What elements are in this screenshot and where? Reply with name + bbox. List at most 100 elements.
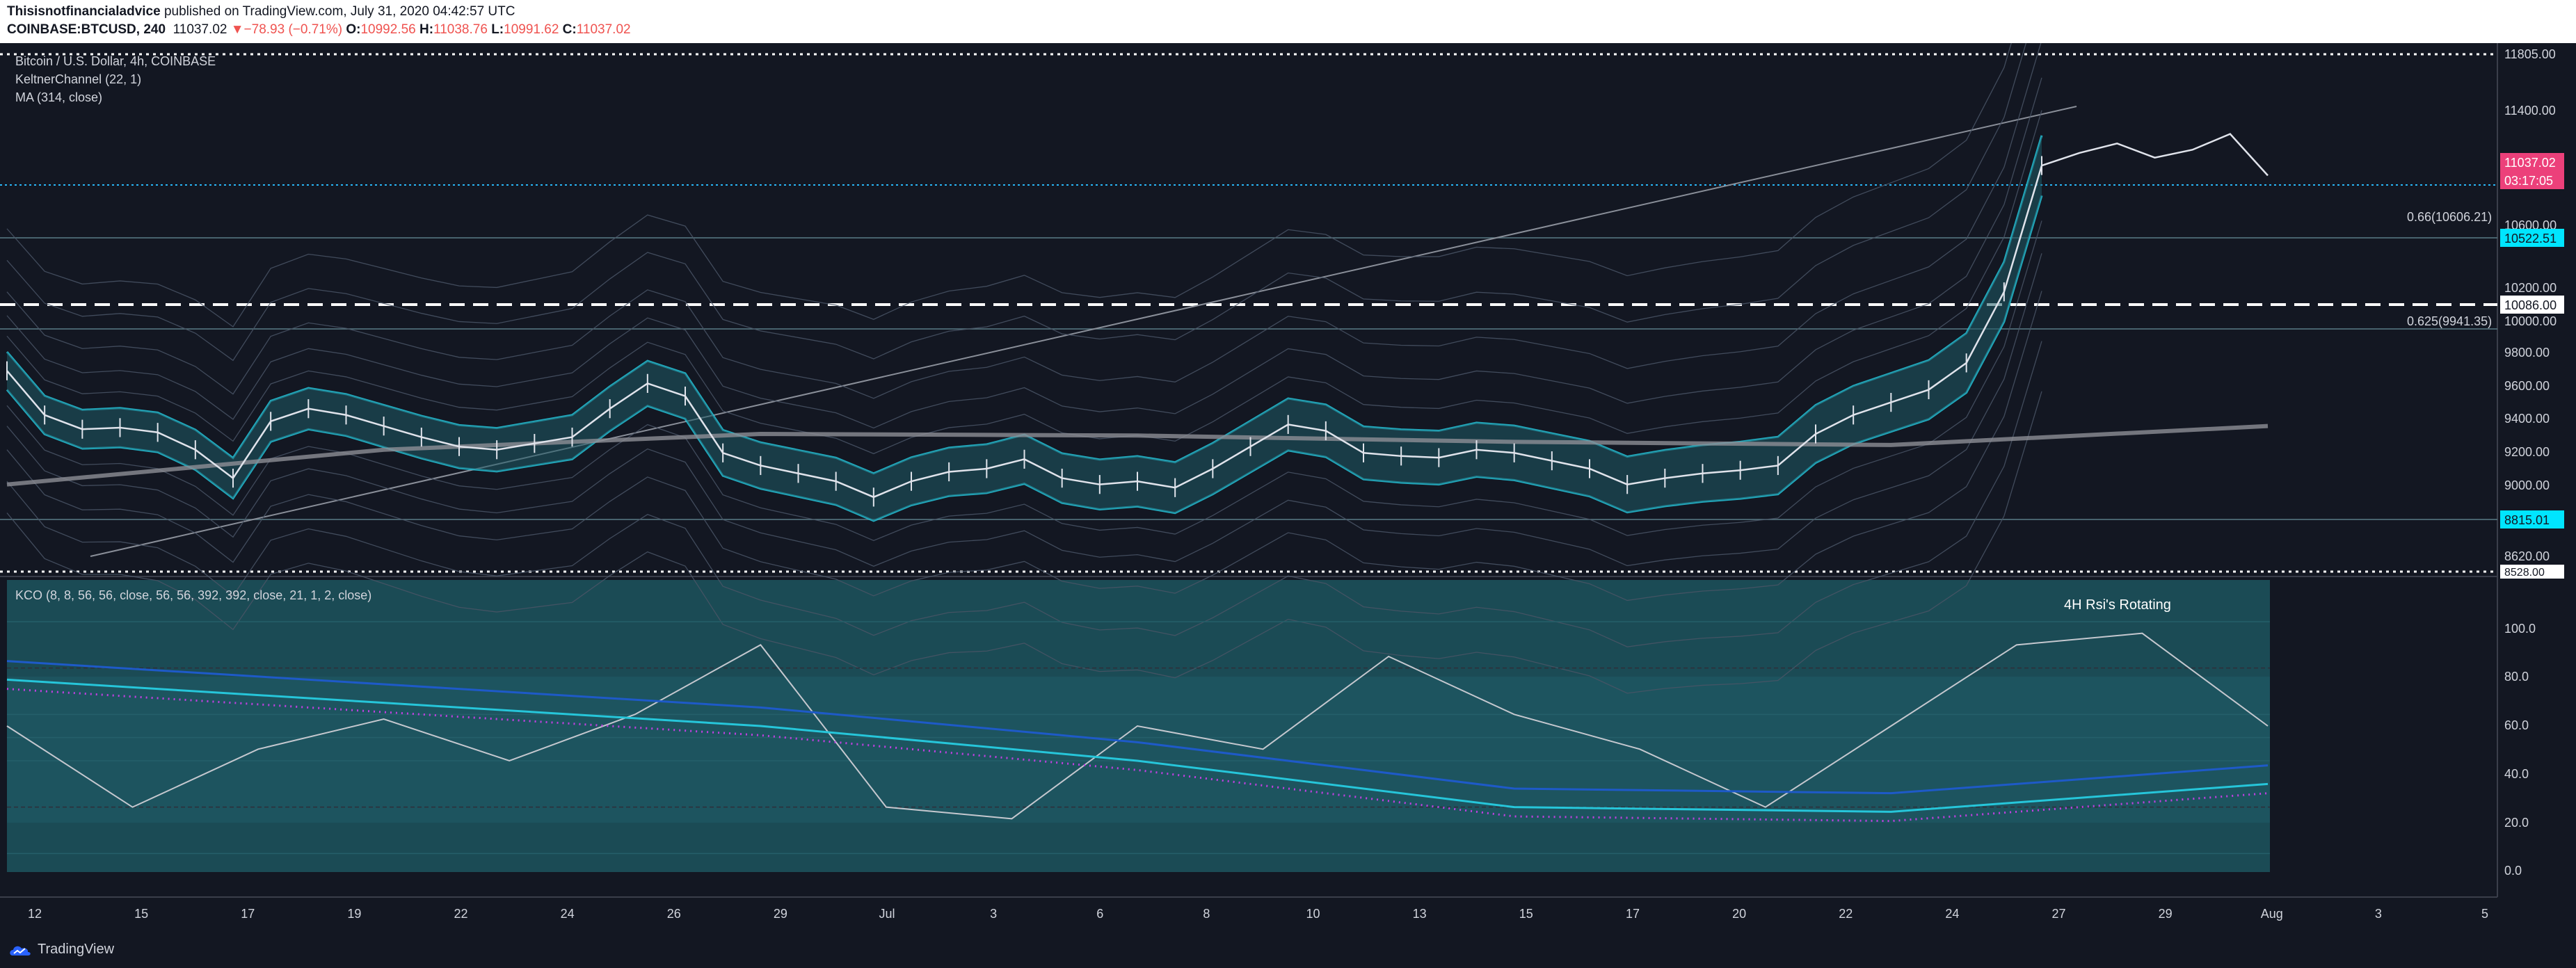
change-value: −78.93 (−0.71%): [243, 22, 343, 37]
x-tick-17: 22: [1839, 907, 1853, 921]
rsi-annotation[interactable]: 4H Rsi's Rotating: [2064, 597, 2171, 613]
legend-ma[interactable]: MA (314, close): [15, 90, 102, 104]
footer: TradingView: [0, 933, 2576, 968]
high-label: H:: [419, 22, 434, 37]
x-tick-14: 15: [1519, 907, 1533, 921]
high-value: 11038.76: [433, 22, 488, 37]
cloud-icon: [10, 946, 31, 955]
chart-canvas[interactable]: 11805.00 11400.00 10600.00 10200.00 1000…: [0, 43, 2576, 933]
y-tick-2: 10200.00: [2504, 281, 2557, 295]
publish-line: Thisisnotfinancialadvice published on Tr…: [7, 4, 515, 19]
fib-lower-label[interactable]: 0.625(9941.35): [2407, 314, 2492, 328]
teal-price-tag: [2500, 229, 2564, 247]
trend-line[interactable]: [90, 106, 2077, 557]
y-tick-3: 10000.00: [2504, 314, 2557, 328]
y-tick-5: 9600.00: [2504, 379, 2550, 393]
author-name[interactable]: Thisisnotfinancialadvice: [7, 4, 161, 19]
keltner-band-7: [6, 110, 2042, 455]
kco-tick-3: 40.0: [2504, 767, 2529, 781]
kco-tick-4: 20.0: [2504, 816, 2529, 830]
y-tick-4: 9800.00: [2504, 346, 2550, 360]
y-tick-7: 9200.00: [2504, 445, 2550, 459]
kco-tick-5: 0.0: [2504, 864, 2522, 878]
current-price-tag: [2500, 153, 2564, 171]
kco-axis[interactable]: 100.0 80.0 60.0 40.0 20.0 0.0: [2504, 622, 2536, 878]
x-tick-18: 24: [1945, 907, 1959, 921]
keltner-band-8: [6, 77, 2042, 429]
keltner-band-2: [6, 291, 2042, 602]
keltner-fill: [7, 135, 2042, 521]
x-tick-15: 17: [1626, 907, 1640, 921]
x-tick-3: 19: [347, 907, 361, 921]
time-axis[interactable]: 12 15 17 19 22 24 26 29 Jul 3 6 8 10 13 15 17 20 22 24 27 29…: [28, 907, 2488, 921]
price-axis[interactable]: 11805.00 11400.00 10600.00 10200.00 1000…: [2500, 47, 2564, 579]
x-tick-12: 10: [1306, 907, 1320, 921]
legend-title[interactable]: Bitcoin / U.S. Dollar, 4h, COINBASE: [15, 54, 216, 68]
price-line-recent: [2041, 133, 2269, 177]
low-price-label: 8815.01: [2504, 513, 2550, 527]
publish-header: Thisisnotfinancialadvice published on Tr…: [0, 0, 2576, 43]
bottom-price-tag: [2500, 565, 2564, 579]
keltner-band-0: [6, 391, 2042, 694]
x-tick-23: 5: [2481, 907, 2488, 921]
last-price: 11037.02: [173, 22, 227, 37]
kco-tick-2: 60.0: [2504, 718, 2529, 732]
x-tick-1: 15: [134, 907, 148, 921]
y-tick-0: 11400.00: [2504, 104, 2556, 118]
kco-series: [6, 621, 2270, 855]
x-tick-7: 29: [774, 907, 787, 921]
y-tick-top: 11805.00: [2504, 47, 2556, 61]
low-label: L:: [491, 22, 504, 37]
down-arrow-icon: ▼: [230, 22, 244, 37]
dashed-price-label: 10086.00: [2504, 298, 2557, 312]
x-tick-22: 3: [2375, 907, 2382, 921]
chart-legend: Bitcoin / U.S. Dollar, 4h, COINBASE Kelt…: [15, 54, 2492, 613]
low-value: 10991.62: [504, 22, 559, 37]
low-price-tag: [2500, 510, 2564, 529]
x-tick-10: 6: [1096, 907, 1103, 921]
x-tick-11: 8: [1203, 907, 1210, 921]
y-tick-6: 9400.00: [2504, 412, 2550, 426]
symbol-line: COINBASE:BTCUSD, 240 11037.02 ▼−78.93 (−…: [7, 22, 631, 38]
countdown-label: 03:17:05: [2504, 174, 2553, 188]
x-tick-6: 26: [667, 907, 681, 921]
dashed-price-tag: [2500, 296, 2564, 314]
legend-keltner[interactable]: KeltnerChannel (22, 1): [15, 72, 141, 86]
open-value: 10992.56: [360, 22, 416, 37]
x-tick-20: 29: [2159, 907, 2173, 921]
published-text: published on TradingView.com, July 31, 2…: [163, 4, 515, 19]
keltner-band-3: [6, 253, 2042, 567]
x-tick-2: 17: [241, 907, 255, 921]
ma-line: [6, 424, 2269, 487]
price-series: [6, 133, 2269, 507]
tradingview-logo[interactable]: TradingView: [8, 942, 114, 958]
x-tick-16: 20: [1732, 907, 1746, 921]
x-tick-9: 3: [990, 907, 997, 921]
x-tick-8: Jul: [879, 907, 895, 921]
kco-tick-1: 80.0: [2504, 670, 2529, 684]
close-label: C:: [562, 22, 577, 37]
x-tick-21: Aug: [2261, 907, 2283, 921]
legend-kco[interactable]: KCO (8, 8, 56, 56, close, 56, 56, 392, 3…: [15, 588, 371, 602]
countdown-tag: [2500, 171, 2564, 189]
brand-label: TradingView: [38, 942, 115, 957]
x-tick-0: 12: [28, 907, 42, 921]
kco-tick-0: 100.0: [2504, 622, 2536, 636]
keltner-band-11: [6, 43, 2012, 328]
keltner-band-1: [6, 341, 2042, 647]
x-tick-4: 22: [454, 907, 468, 921]
teal-price-label: 10522.51: [2504, 232, 2557, 245]
open-label: O:: [346, 22, 361, 37]
y-tick-8: 9000.00: [2504, 478, 2550, 492]
fib-upper-label[interactable]: 0.66(10606.21): [2407, 210, 2492, 224]
kco-band: [7, 677, 2270, 823]
bottom-price-label: 8528.00: [2504, 567, 2545, 579]
x-tick-19: 27: [2051, 907, 2065, 921]
kco-slow-line: [6, 678, 2269, 813]
keltner-band-10: [6, 43, 2027, 362]
current-price-label: 11037.02: [2504, 156, 2556, 170]
kco-blue-line: [6, 660, 2269, 795]
keltner-band-9: [6, 43, 2042, 399]
kco-fast-line: [6, 632, 2269, 820]
y-tick-9: 8620.00: [2504, 549, 2550, 563]
